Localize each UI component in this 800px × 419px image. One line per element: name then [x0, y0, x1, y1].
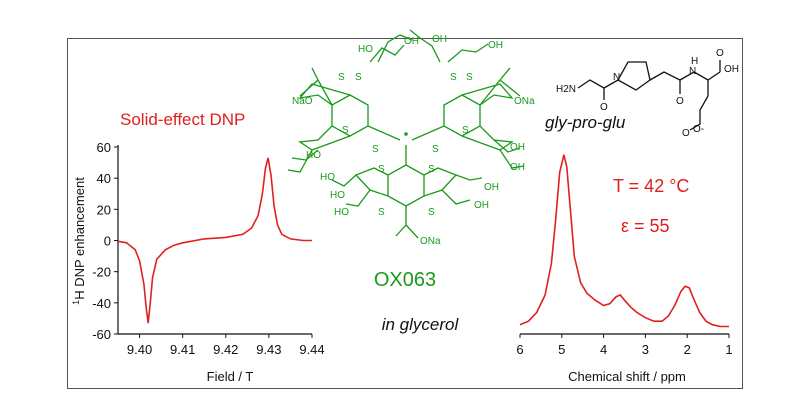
- left-y-axis-label-main: H DNP enhancement: [72, 177, 87, 300]
- left-y-tick-label: 40: [97, 171, 111, 186]
- atom-h-amide: H: [691, 56, 698, 67]
- left-x-tick-label: 9.44: [299, 342, 324, 357]
- radical-name: OX063: [374, 269, 436, 291]
- ox063-atom-labels: HO OH OH OH NaO ONa S S S S S S S S S S …: [292, 34, 535, 247]
- atom-s-10: S: [428, 164, 435, 175]
- figure-frame: [67, 38, 743, 389]
- atom-ona-left: NaO: [292, 96, 313, 107]
- atom-s-3: S: [450, 72, 457, 83]
- solvent-label: in glycerol: [382, 315, 460, 334]
- atom-s-6: S: [372, 144, 379, 155]
- atom-s-1: S: [338, 72, 345, 83]
- solid-effect-label: Solid-effect DNP: [120, 110, 245, 129]
- left-x-tick-label: 9.43: [256, 342, 281, 357]
- atom-h2n: H2N: [556, 84, 576, 95]
- atom-ho-2: HO: [306, 150, 321, 161]
- right-x-tick-label: 4: [600, 342, 607, 357]
- atom-o-side: O: [682, 128, 690, 139]
- left-y-tick-label: 20: [97, 202, 111, 217]
- radical-dot: [404, 132, 408, 136]
- atom-oh-2: OH: [432, 34, 447, 45]
- left-y-tick-label: 0: [104, 234, 111, 249]
- atom-s-12: S: [428, 207, 435, 218]
- atom-ho-5: HO: [334, 207, 349, 218]
- left-y-tick-label: -60: [92, 327, 111, 342]
- atom-oh-5: OH: [510, 162, 525, 173]
- peptide-name: gly-pro-glu: [545, 113, 626, 132]
- atom-ho-1: HO: [358, 44, 373, 55]
- peptide-structure: [577, 60, 721, 131]
- atom-s-2: S: [355, 72, 362, 83]
- atom-s-5: S: [342, 125, 349, 136]
- right-x-tick-label: 6: [516, 342, 523, 357]
- left-x-tick-label: 9.41: [170, 342, 195, 357]
- atom-o-gly: O: [600, 102, 608, 113]
- atom-n-ring: N: [613, 72, 620, 83]
- left-y-tick-label: -20: [92, 265, 111, 280]
- right-x-tick-label: 3: [642, 342, 649, 357]
- atom-n-amide: N: [689, 66, 696, 77]
- right-x-axis-label: Chemical shift / ppm: [568, 369, 686, 384]
- atom-oh-4: OH: [510, 142, 525, 153]
- left-x-tick-label: 9.42: [213, 342, 238, 357]
- dnp-field-sweep-line: [117, 157, 312, 324]
- atom-o-minus: O-: [693, 124, 704, 135]
- left-x-axis-label: Field / T: [207, 369, 254, 384]
- left-y-tick-label: 60: [97, 140, 111, 155]
- left-y-axis-label-sup: 1: [71, 300, 81, 305]
- atom-oh-6: OH: [484, 182, 499, 193]
- atom-oh-acid: OH: [724, 64, 739, 75]
- nmr-spectrum-line: [519, 154, 729, 328]
- atom-oh-1: OH: [404, 36, 419, 47]
- atom-s-4: S: [466, 72, 473, 83]
- left-x-tick-label: 9.40: [127, 342, 152, 357]
- atom-s-7: S: [432, 144, 439, 155]
- atom-ho-4: HO: [330, 190, 345, 201]
- atom-s-8: S: [462, 125, 469, 136]
- temperature-label: T = 42 °C: [613, 176, 689, 196]
- atom-ona-bottom: ONa: [420, 236, 441, 247]
- atom-o-acid: O: [716, 48, 724, 59]
- right-x-tick-label: 2: [684, 342, 691, 357]
- right-chart-axes: 6 5 4 3 2 1: [516, 333, 733, 357]
- atom-ho-3: HO: [320, 172, 335, 183]
- left-y-tick-label: -40: [92, 296, 111, 311]
- left-y-axis-label: 1H DNP enhancement: [71, 177, 87, 305]
- atom-s-11: S: [378, 207, 385, 218]
- atom-s-9: S: [378, 164, 385, 175]
- atom-o-pro: O: [676, 96, 684, 107]
- right-x-tick-label: 1: [725, 342, 732, 357]
- enhancement-label: ε = 55: [621, 216, 670, 236]
- ox063-structure: [287, 29, 525, 239]
- left-chart-axes: 60 40 20 0 -20 -40 -60 9.40 9.41 9.42 9.43 9.44: [92, 140, 324, 357]
- peptide-atom-labels: H2N N N H OH O O O O O-: [556, 48, 739, 139]
- atom-oh-3: OH: [488, 40, 503, 51]
- right-x-tick-label: 5: [558, 342, 565, 357]
- atom-oh-7: OH: [474, 200, 489, 211]
- atom-ona-right: ONa: [514, 96, 535, 107]
